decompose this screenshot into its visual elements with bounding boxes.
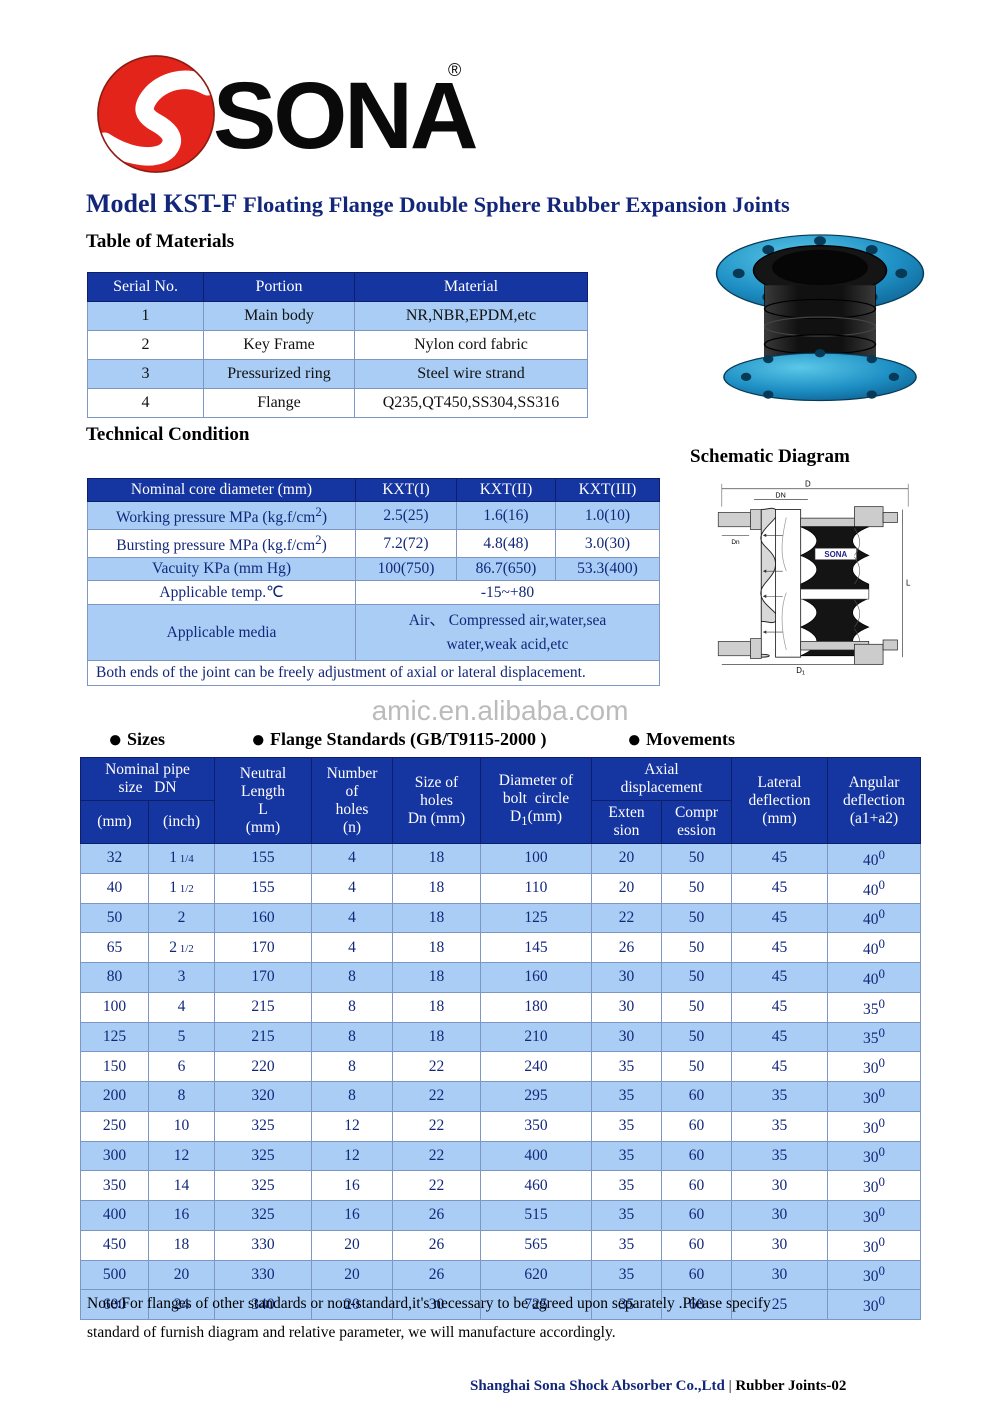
svg-text:Dn: Dn [731,539,740,546]
svg-text:SONA: SONA [824,550,847,559]
svg-text:D: D [805,480,811,489]
svg-text:L: L [906,579,911,588]
svg-text:DN: DN [775,491,785,499]
svg-text:D1: D1 [796,666,805,676]
